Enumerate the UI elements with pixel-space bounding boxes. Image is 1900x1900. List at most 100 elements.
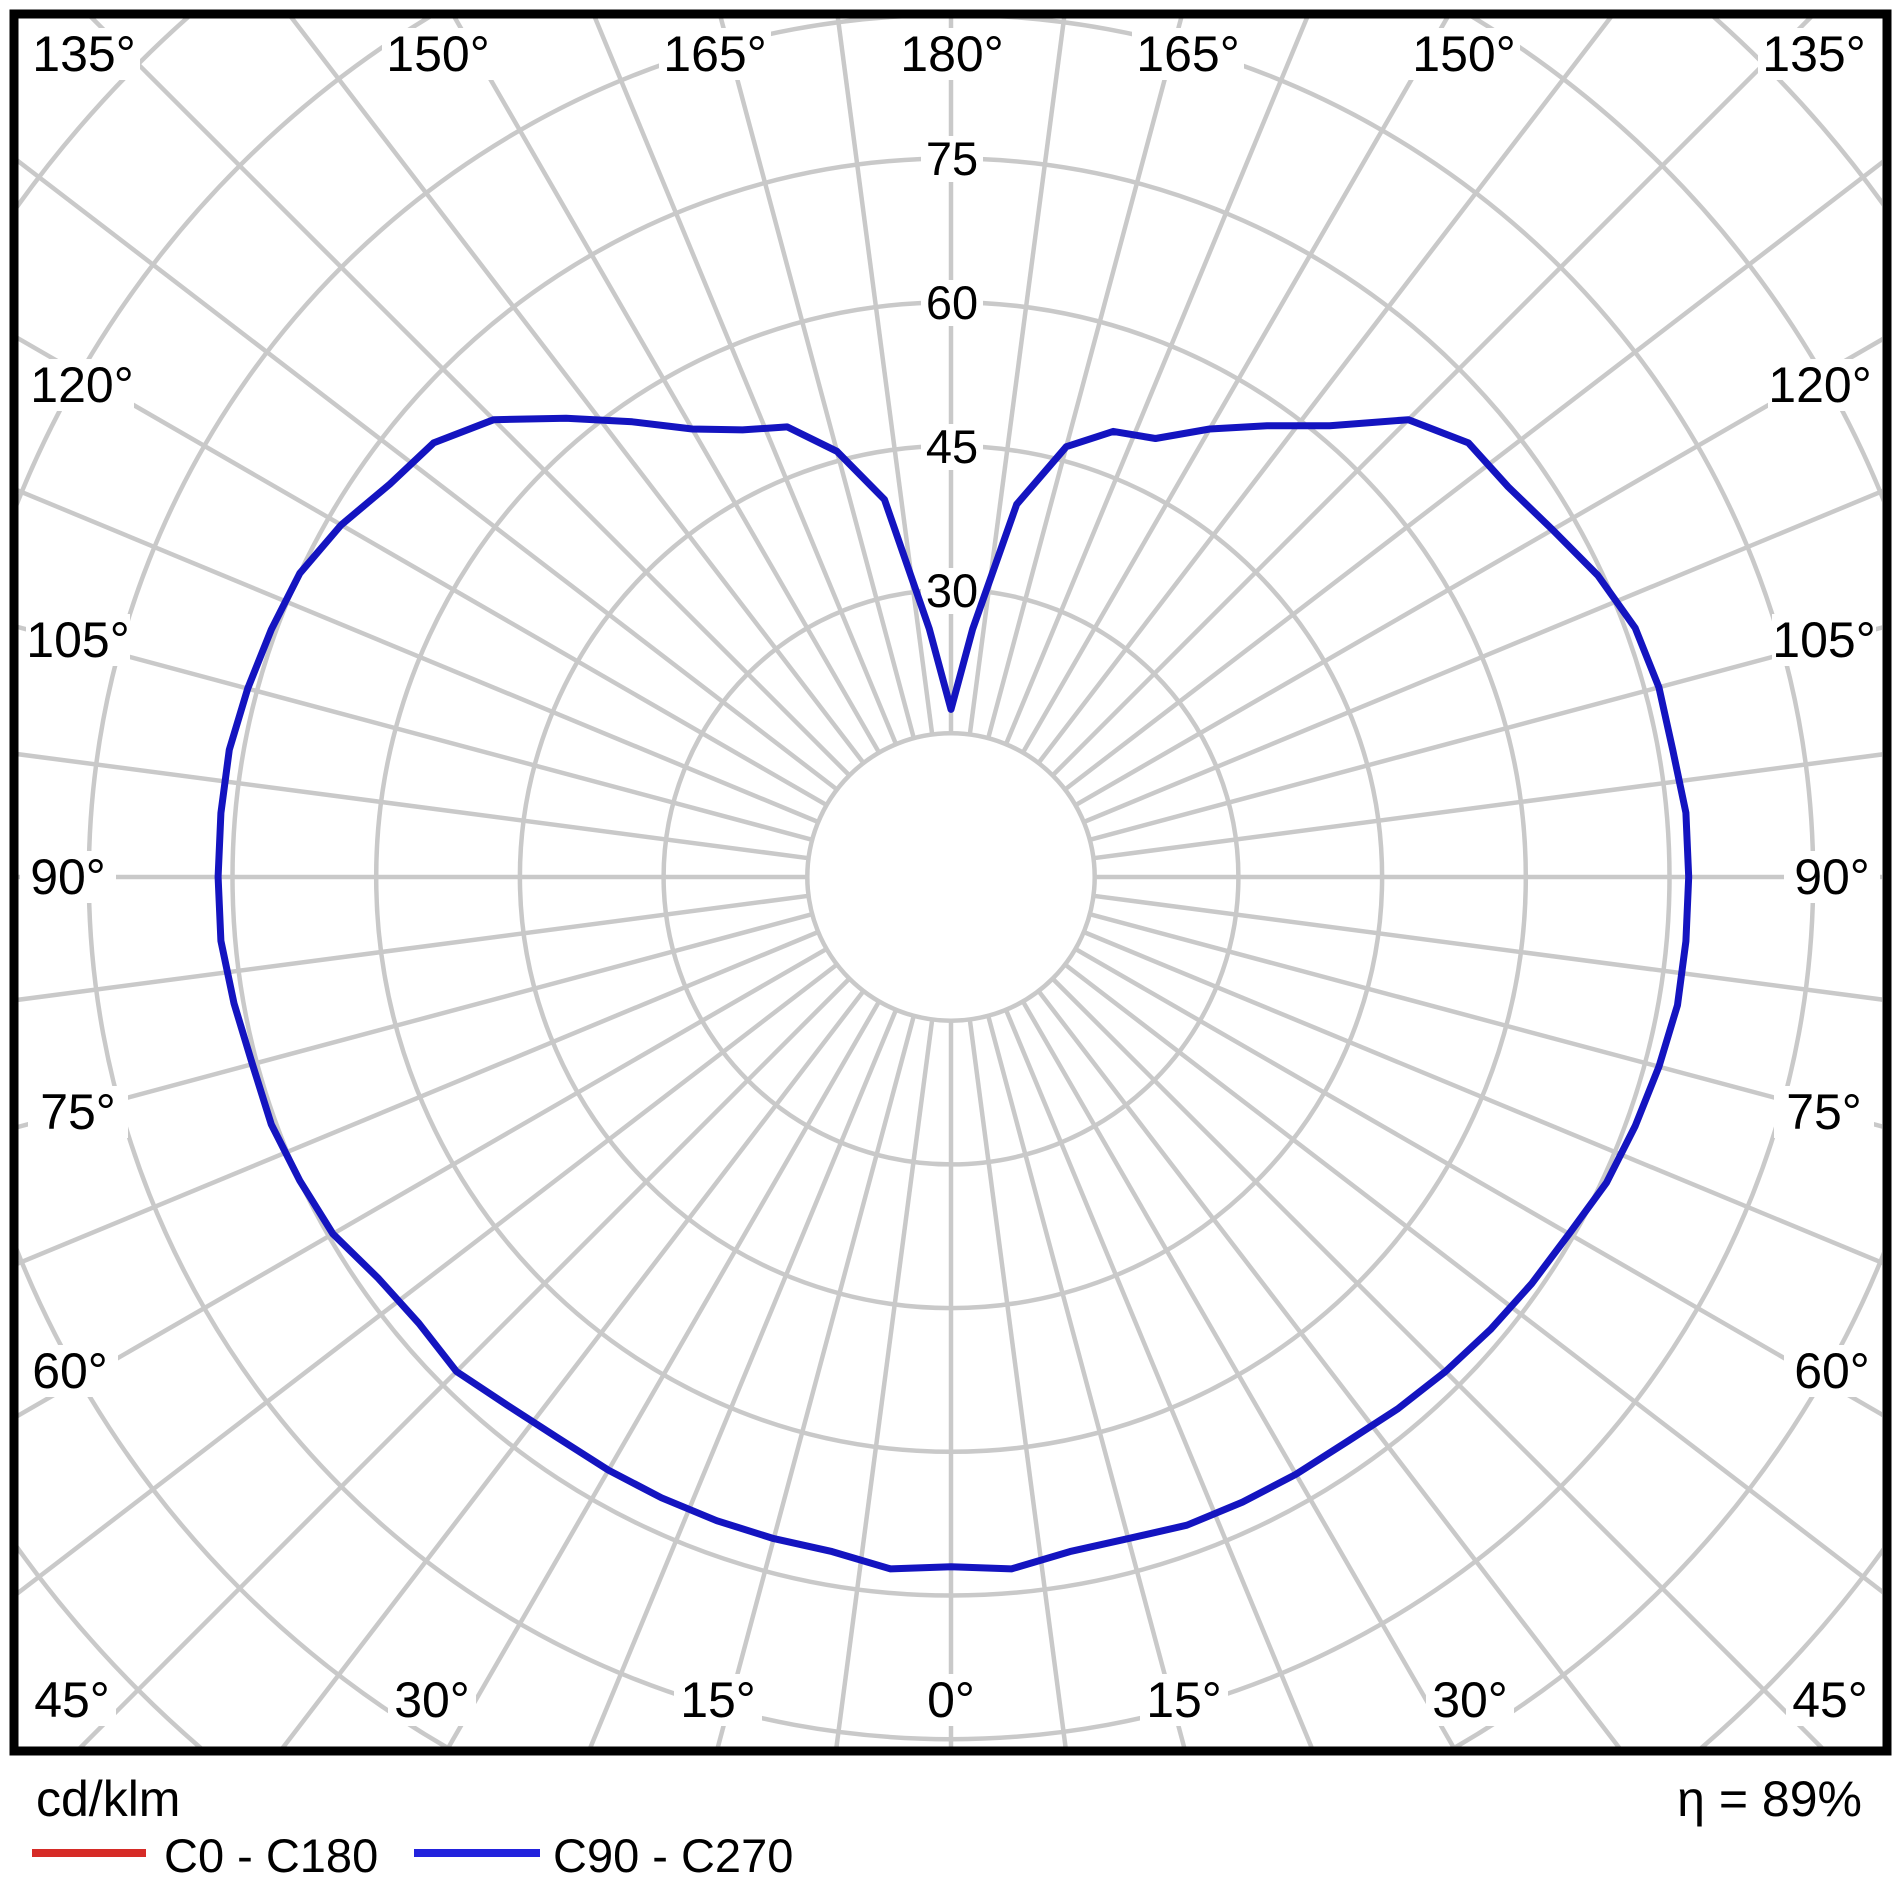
grid-spoke	[18, 946, 828, 1419]
grid-spoke	[1036, 18, 1613, 765]
label-mask	[30, 359, 134, 411]
angle-label: 180°	[900, 26, 1003, 82]
label-mask	[1784, 851, 1880, 903]
grid-spoke	[18, 488, 820, 825]
efficiency-label: η = 89%	[1677, 1771, 1862, 1827]
angle-label: 0°	[927, 1672, 975, 1728]
radial-tick-label: 60	[926, 276, 978, 329]
label-mask	[1140, 1674, 1228, 1726]
grid-spoke	[1063, 962, 1882, 1595]
grid-spoke	[1020, 1000, 1456, 1747]
label-mask	[1758, 28, 1870, 80]
grid-spoke	[452, 18, 882, 754]
grid-spoke	[18, 751, 809, 861]
label-mask	[1768, 359, 1872, 411]
grid-spoke	[1063, 159, 1882, 792]
label-mask	[26, 614, 130, 666]
label-mask	[28, 28, 140, 80]
legend-swatch-c0-c180	[32, 1849, 146, 1857]
angle-label: 15°	[1146, 1672, 1222, 1728]
label-mask	[382, 28, 494, 80]
grid-spoke	[1074, 336, 1882, 808]
grid-spoke	[1093, 752, 1882, 861]
angle-label: 15°	[680, 1672, 756, 1728]
grid-spoke	[1036, 989, 1622, 1747]
grid-spoke	[18, 158, 839, 792]
radial-tick-label: 45	[926, 420, 978, 473]
intensity-curve-c90-c270	[214, 414, 1693, 1573]
grid-spoke	[718, 18, 916, 739]
label-mask	[921, 280, 983, 326]
grid-spoke	[986, 18, 1184, 739]
grid-spoke	[18, 912, 813, 1130]
label-mask	[1408, 28, 1520, 80]
grid-spoke	[835, 18, 935, 735]
label-mask	[28, 1674, 116, 1726]
angle-label: 165°	[1136, 26, 1239, 82]
angle-label: 60°	[32, 1343, 108, 1399]
grid-spoke	[1089, 625, 1882, 842]
grid-spoke	[967, 18, 1067, 735]
label-mask	[20, 851, 116, 903]
angle-label: 165°	[663, 26, 766, 82]
grid-spoke	[1020, 18, 1450, 754]
angle-label: 105°	[1772, 612, 1875, 668]
label-mask	[1772, 614, 1876, 666]
angle-label: 150°	[386, 26, 489, 82]
legend-label-c90-c270: C90 - C270	[553, 1829, 794, 1882]
grid-circle	[805, 731, 1097, 1023]
grid-spoke	[1089, 912, 1882, 1129]
legend-label-c0-c180: C0 - C180	[164, 1829, 379, 1882]
label-mask	[896, 28, 1008, 80]
grid-spoke	[446, 1000, 882, 1747]
angle-label: 30°	[1432, 1672, 1508, 1728]
angle-label: 45°	[1792, 1672, 1868, 1728]
angle-label: 90°	[30, 849, 106, 905]
grid-spoke	[18, 335, 828, 808]
label-mask	[674, 1674, 762, 1726]
grid-spoke	[289, 18, 866, 765]
grid-spoke	[18, 893, 809, 1003]
angle-label: 75°	[40, 1084, 116, 1140]
angle-label: 135°	[32, 26, 135, 82]
angle-label: 135°	[1762, 26, 1865, 82]
grid-spoke	[1082, 488, 1882, 825]
label-mask	[1774, 1086, 1874, 1138]
angle-label: 120°	[30, 357, 133, 413]
label-mask	[1786, 1674, 1874, 1726]
grid-spoke	[588, 1008, 899, 1747]
label-mask	[28, 1086, 128, 1138]
grid-spoke	[1074, 946, 1882, 1418]
label-mask	[921, 568, 983, 614]
angle-label: 150°	[1412, 26, 1515, 82]
angle-label: 75°	[1786, 1084, 1862, 1140]
radial-tick-label: 75	[926, 132, 978, 185]
label-mask	[921, 1674, 981, 1726]
label-mask	[921, 136, 983, 182]
label-mask	[388, 1674, 476, 1726]
grid-spoke	[280, 989, 866, 1747]
angle-label: 105°	[26, 612, 129, 668]
unit-label: cd/klm	[36, 1771, 181, 1827]
label-mask	[1426, 1674, 1514, 1726]
grid-spoke	[834, 1019, 935, 1747]
grid-spoke	[18, 624, 813, 842]
label-mask	[921, 424, 983, 470]
grid-spoke	[1082, 929, 1882, 1266]
grid-spoke	[18, 962, 839, 1596]
label-mask	[1132, 28, 1244, 80]
grid-spoke	[715, 1015, 916, 1747]
grid-spoke	[1003, 1008, 1314, 1747]
grid-spoke	[967, 1019, 1068, 1747]
grid-spoke	[18, 929, 820, 1266]
grid-spoke	[1093, 893, 1882, 1002]
label-mask	[1784, 1345, 1880, 1397]
angle-labels: 135° 150° 165° 180° 165° 150° 135° 120° …	[20, 26, 1880, 1728]
angle-label: 30°	[394, 1672, 470, 1728]
grid-spoke	[1003, 18, 1310, 746]
angle-label: 45°	[34, 1672, 110, 1728]
grid-spoke	[986, 1015, 1187, 1747]
grid-spoke	[592, 18, 899, 746]
